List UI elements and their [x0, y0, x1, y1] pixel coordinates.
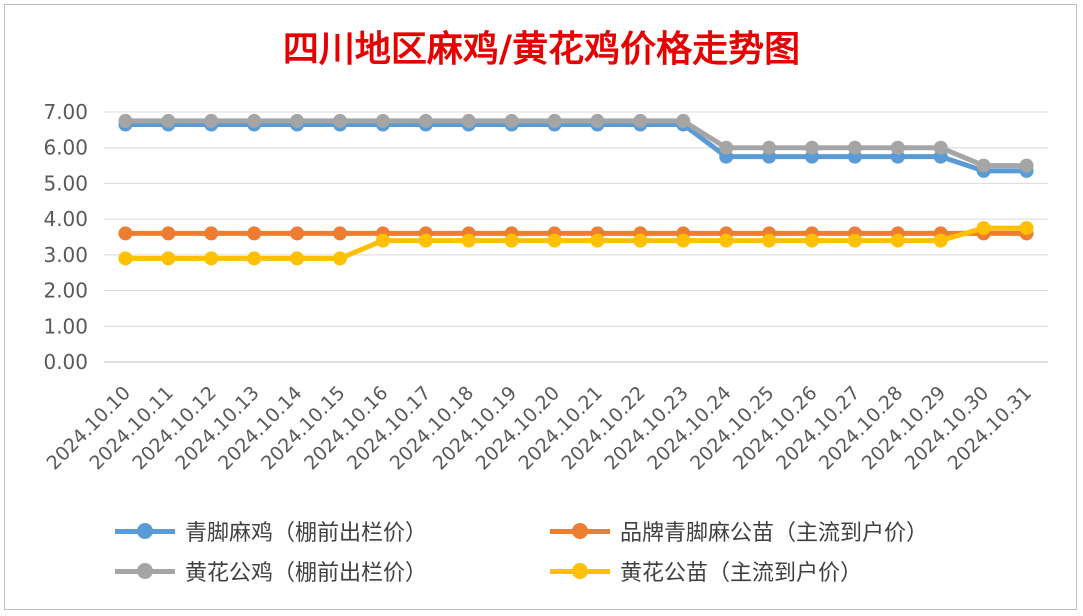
legend-item-1[interactable]: 品牌青脚麻公苗（主流到户价）	[550, 513, 928, 549]
legend-item-0[interactable]: 青脚麻鸡（棚前出栏价）	[115, 513, 427, 549]
x-axis: 2024.10.102024.10.112024.10.122024.10.13…	[43, 382, 1037, 474]
data-point[interactable]	[1019, 221, 1034, 236]
data-point[interactable]	[676, 113, 691, 128]
chart-title: 四川地区麻鸡/黄花鸡价格走势图	[282, 28, 801, 70]
legend-item-3[interactable]: 黄花公苗（主流到户价）	[550, 553, 862, 589]
data-point[interactable]	[461, 113, 476, 128]
data-point[interactable]	[933, 233, 948, 248]
data-point[interactable]	[1019, 158, 1034, 173]
y-tick-label: 6.00	[43, 136, 88, 160]
y-tick-label: 4.00	[43, 207, 88, 231]
data-point[interactable]	[161, 251, 176, 266]
data-point[interactable]	[847, 233, 862, 248]
y-tick-label: 2.00	[43, 279, 88, 303]
data-point[interactable]	[976, 158, 991, 173]
legend-dot	[137, 523, 153, 539]
legend-swatch-icon	[550, 521, 610, 541]
legend-label: 黄花公鸡（棚前出栏价）	[185, 561, 428, 586]
legend-dot	[137, 563, 153, 579]
data-point[interactable]	[333, 251, 347, 266]
data-point[interactable]	[375, 113, 390, 128]
legend-swatch-icon	[550, 561, 610, 581]
y-tick-label: 3.00	[43, 243, 88, 267]
series-3	[118, 221, 1034, 266]
series-2	[118, 113, 1034, 173]
data-point[interactable]	[118, 113, 133, 128]
data-point[interactable]	[161, 226, 176, 241]
data-point[interactable]	[418, 233, 433, 248]
legend-dot	[572, 563, 588, 579]
legend: 青脚麻鸡（棚前出栏价） 品牌青脚麻公苗（主流到户价） 黄花公鸡（棚前出栏价） 黄…	[0, 505, 1083, 595]
legend-item-2[interactable]: 黄花公鸡（棚前出栏价）	[115, 553, 427, 589]
chart-frame	[4, 4, 1077, 610]
data-point[interactable]	[719, 233, 734, 248]
data-point[interactable]	[805, 140, 819, 155]
data-point[interactable]	[204, 251, 219, 266]
data-point[interactable]	[762, 140, 777, 155]
y-axis: 0.00 1.00 2.00 3.00 4.00 5.00 6.00 7.00	[43, 100, 88, 374]
data-point[interactable]	[504, 113, 519, 128]
data-point[interactable]	[204, 226, 219, 241]
series-line	[125, 118, 1027, 169]
data-point[interactable]	[633, 233, 648, 248]
data-point[interactable]	[633, 113, 648, 128]
data-point[interactable]	[333, 113, 347, 128]
gridlines	[104, 111, 1048, 363]
y-tick-label: 1.00	[43, 314, 88, 338]
legend-label: 品牌青脚麻公苗（主流到户价）	[620, 521, 929, 546]
data-point[interactable]	[333, 226, 347, 241]
data-point[interactable]	[976, 221, 991, 236]
data-point[interactable]	[375, 233, 390, 248]
y-tick-label: 7.00	[43, 100, 88, 124]
data-point[interactable]	[247, 113, 262, 128]
data-point[interactable]	[890, 233, 905, 248]
data-point[interactable]	[247, 251, 262, 266]
y-tick-label: 5.00	[43, 171, 88, 195]
data-point[interactable]	[590, 233, 605, 248]
data-point[interactable]	[762, 233, 777, 248]
series-line	[125, 225, 1027, 261]
data-point[interactable]	[290, 251, 305, 266]
data-point[interactable]	[504, 233, 519, 248]
data-point[interactable]	[590, 113, 605, 128]
data-point[interactable]	[118, 226, 133, 241]
data-point[interactable]	[418, 113, 433, 128]
legend-swatch-icon	[115, 521, 175, 541]
data-point[interactable]	[247, 226, 262, 241]
data-point[interactable]	[933, 140, 948, 155]
data-point[interactable]	[805, 233, 819, 248]
y-tick-label: 0.00	[43, 350, 88, 374]
data-point[interactable]	[719, 140, 734, 155]
data-point[interactable]	[461, 233, 476, 248]
data-point[interactable]	[161, 113, 176, 128]
data-point[interactable]	[290, 226, 305, 241]
series-line	[125, 122, 1027, 174]
legend-label: 黄花公苗（主流到户价）	[620, 561, 863, 586]
data-point[interactable]	[676, 233, 691, 248]
series-layer	[118, 113, 1034, 266]
data-point[interactable]	[847, 140, 862, 155]
legend-swatch-icon	[115, 561, 175, 581]
data-point[interactable]	[118, 251, 133, 266]
legend-label: 青脚麻鸡（棚前出栏价）	[185, 521, 428, 546]
data-point[interactable]	[290, 113, 305, 128]
legend-dot	[572, 523, 588, 539]
data-point[interactable]	[204, 113, 219, 128]
data-point[interactable]	[890, 140, 905, 155]
data-point[interactable]	[547, 113, 562, 128]
data-point[interactable]	[547, 233, 562, 248]
